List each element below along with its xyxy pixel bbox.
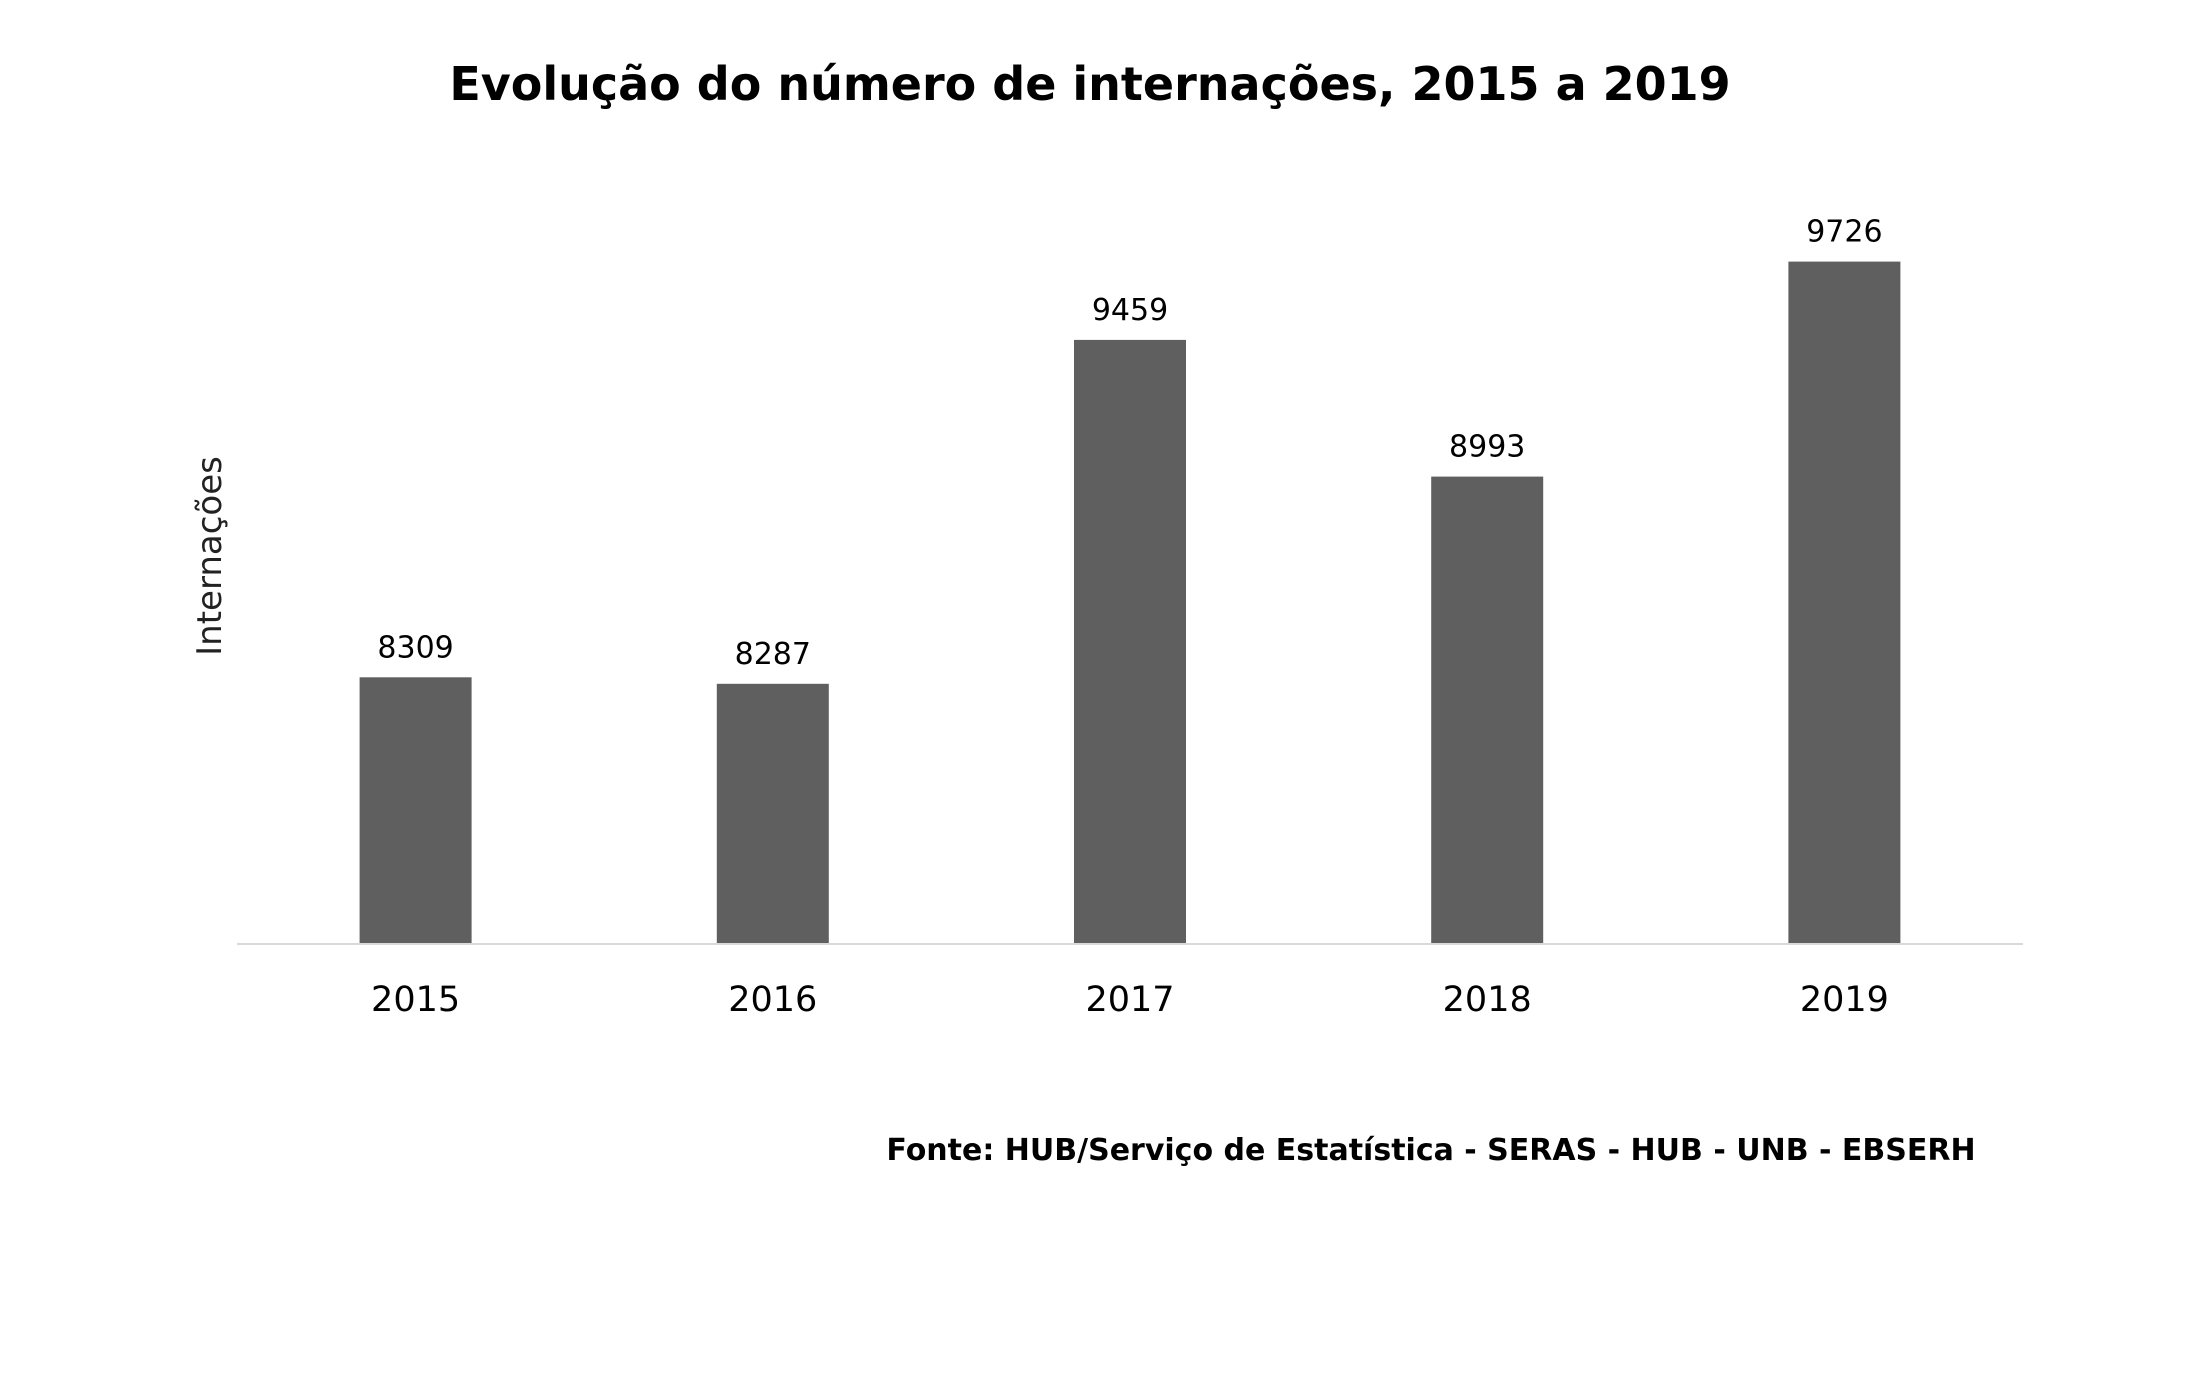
bar-2017 bbox=[1074, 339, 1186, 944]
data-label-2019: 9726 bbox=[1806, 215, 1882, 250]
data-label-2016: 8287 bbox=[735, 637, 811, 672]
data-label-2017: 9459 bbox=[1092, 293, 1168, 328]
x-tick-2016: 2016 bbox=[728, 980, 817, 1020]
source-note: Fonte: HUB/Serviço de Estatística - SERA… bbox=[886, 1133, 1975, 1168]
bar-2016 bbox=[716, 683, 829, 944]
x-tick-2017: 2017 bbox=[1085, 980, 1174, 1020]
bar-2018 bbox=[1431, 476, 1544, 944]
x-tick-2019: 2019 bbox=[1800, 980, 1889, 1020]
x-tick-2015: 2015 bbox=[371, 980, 460, 1020]
bar-2015 bbox=[359, 677, 472, 944]
bars-group bbox=[359, 261, 1901, 945]
y-axis-label: Internações bbox=[190, 456, 230, 656]
x-tick-2018: 2018 bbox=[1443, 980, 1532, 1020]
chart-title: Evolução do número de internações, 2015 … bbox=[449, 57, 1730, 111]
bar-2019 bbox=[1788, 261, 1901, 945]
data-label-2015: 8309 bbox=[377, 630, 453, 665]
x-ticks-group: 2015 2016 2017 2018 2019 bbox=[371, 980, 1889, 1020]
data-labels-group: 8309 8287 9459 8993 9726 bbox=[377, 215, 1882, 672]
data-label-2018: 8993 bbox=[1449, 430, 1525, 465]
